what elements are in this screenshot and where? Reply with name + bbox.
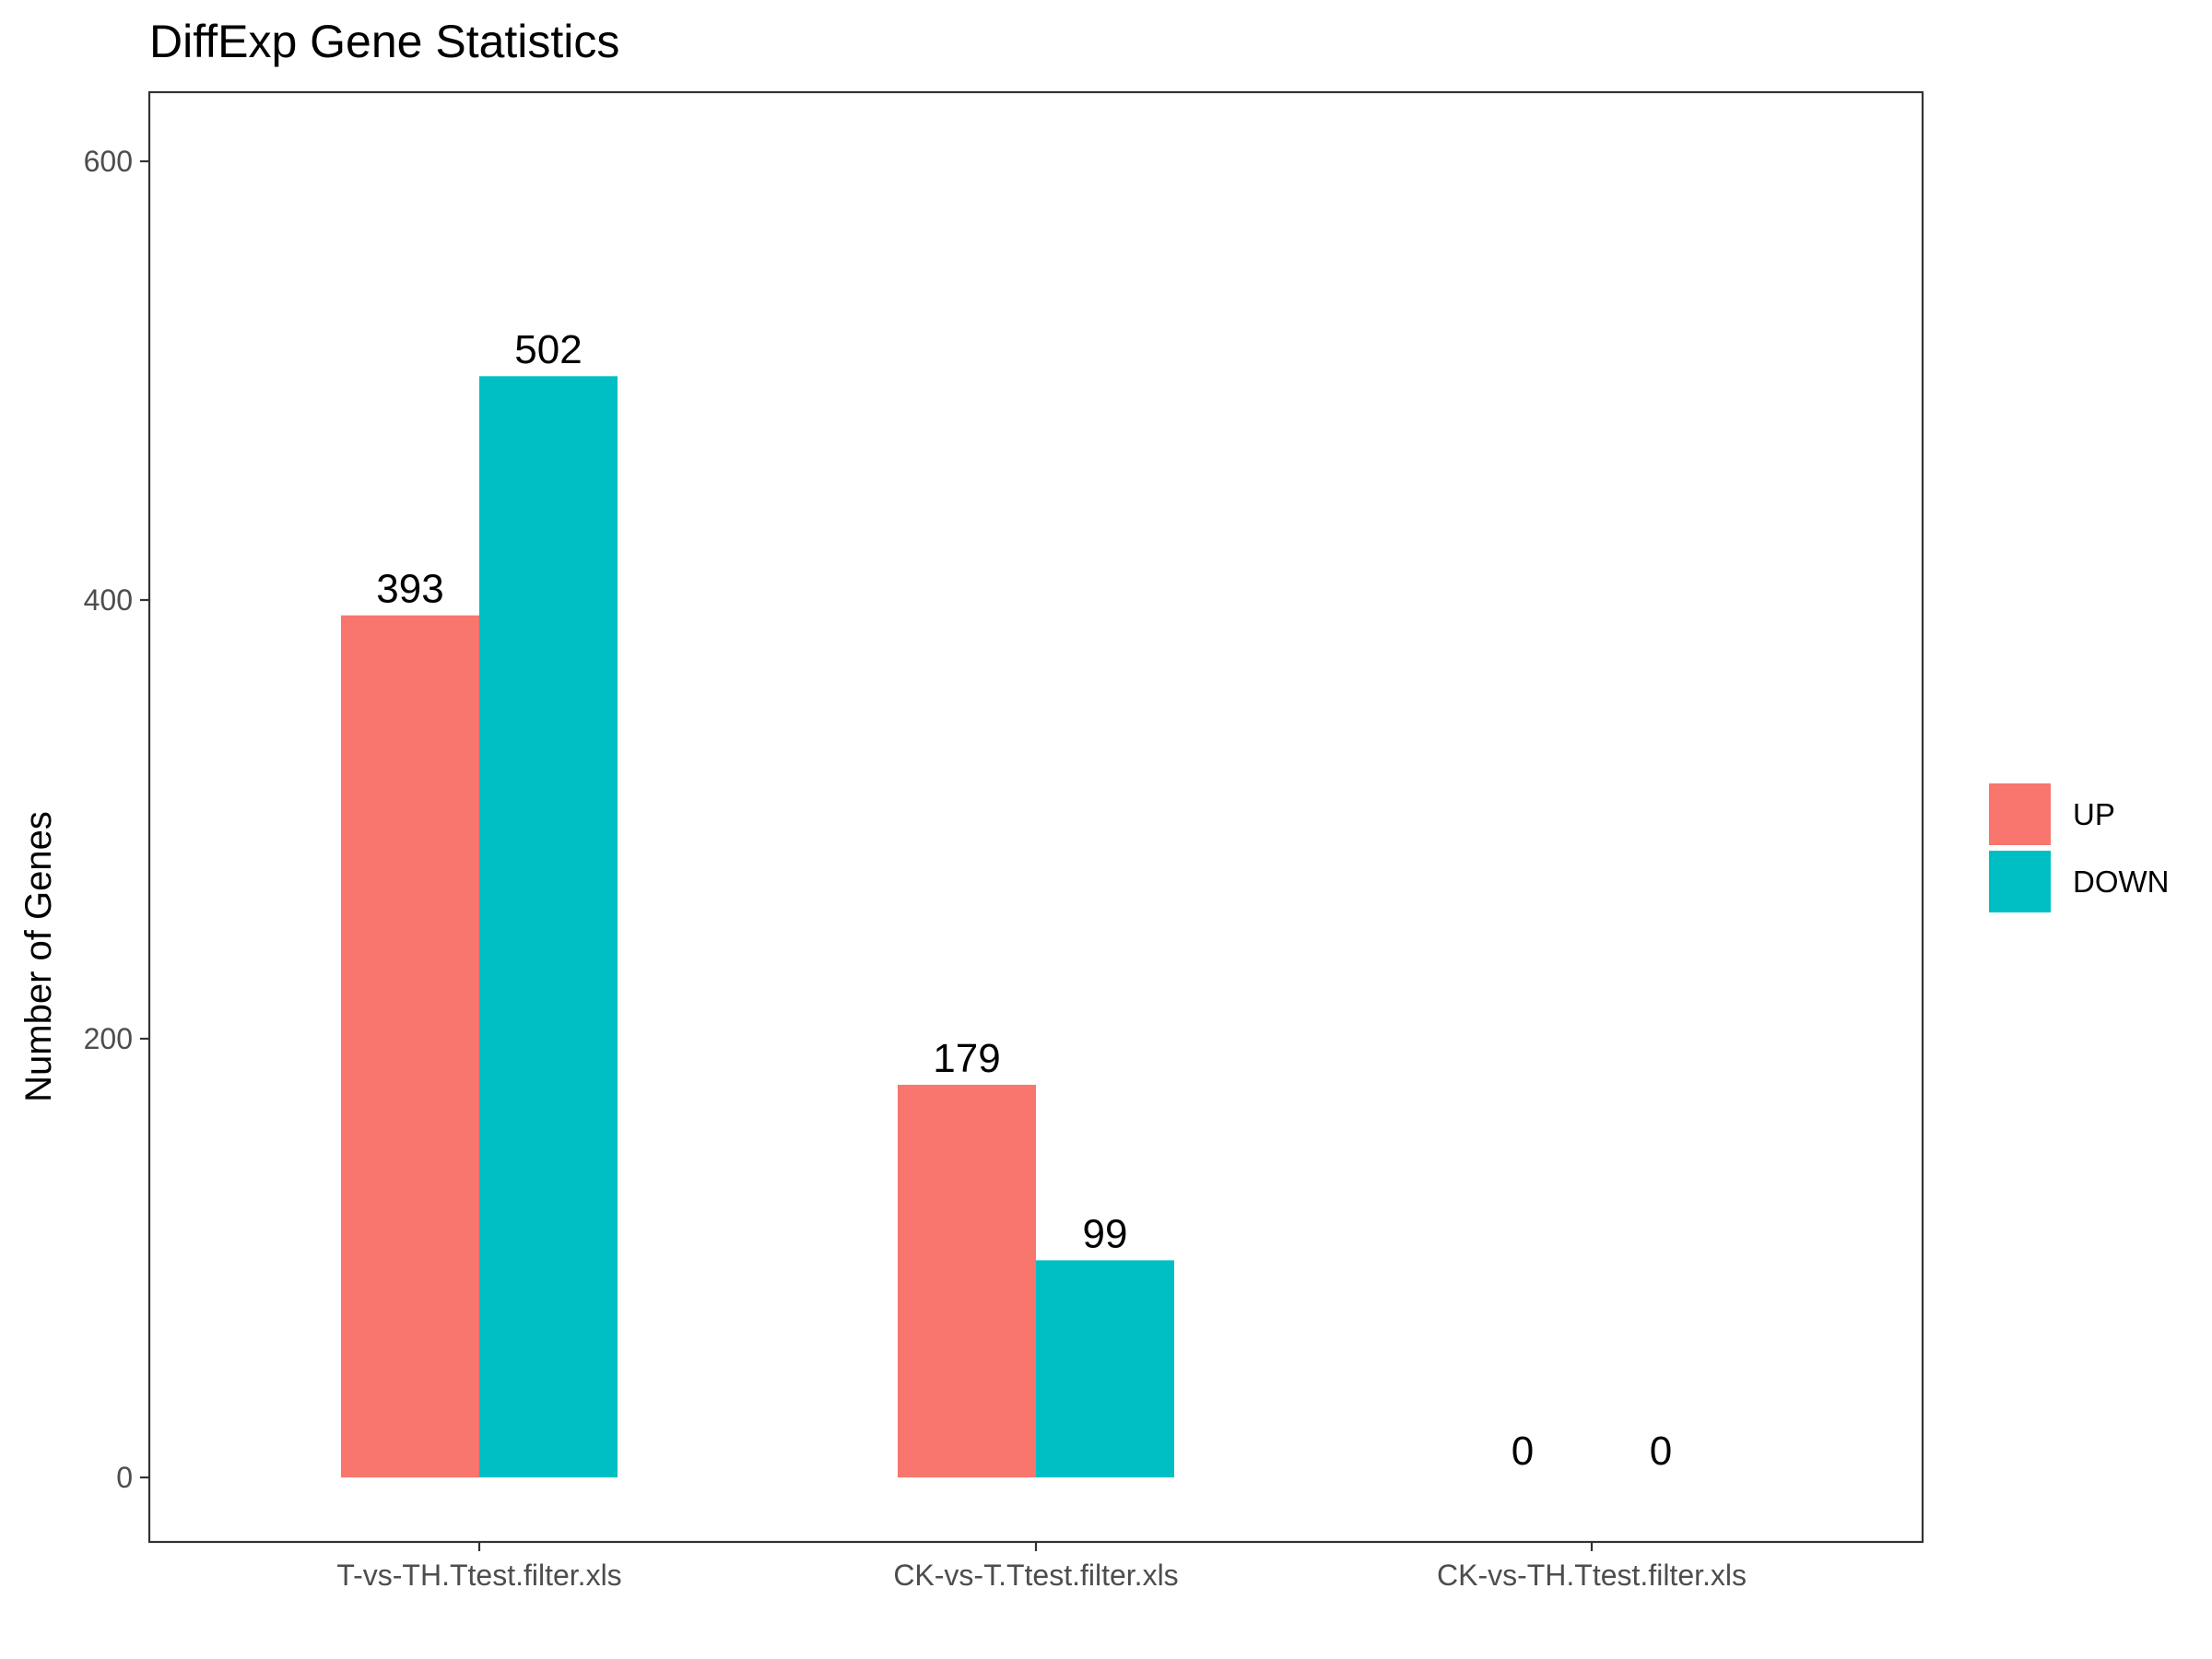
y-axis-label: Number of Genes	[18, 811, 59, 1102]
data-label-up-1: 393	[376, 567, 443, 612]
data-label-down-2: 99	[1083, 1211, 1128, 1256]
y-tick-label: 0	[116, 1461, 133, 1494]
x-tick-label: T-vs-TH.Ttest.filter.xls	[336, 1559, 621, 1592]
y-tick-label: 600	[84, 145, 133, 178]
data-labels-layer: 393 502 179 99 0 0	[376, 327, 1672, 1474]
data-label-up-3: 0	[1512, 1429, 1534, 1474]
data-label-up-2: 179	[933, 1036, 1000, 1081]
x-axis: T-vs-TH.Ttest.filter.xls CK-vs-T.Ttest.fi…	[336, 1542, 1747, 1592]
legend-label-up: UP	[2073, 797, 2115, 831]
bar-up-1	[341, 615, 479, 1477]
y-tick-label: 200	[84, 1022, 133, 1055]
data-label-down-1: 502	[514, 327, 582, 372]
bar-down-1	[479, 376, 618, 1477]
x-tick-label: CK-vs-TH.Ttest.filter.xls	[1437, 1559, 1747, 1592]
legend-key-up	[1989, 783, 2051, 845]
bar-down-2	[1036, 1260, 1174, 1477]
data-label-down-3: 0	[1650, 1429, 1672, 1474]
y-axis: 0 200 400 600	[84, 145, 149, 1494]
bars-layer	[341, 376, 1174, 1477]
legend-label-down: DOWN	[2073, 865, 2169, 899]
legend-key-down	[1989, 851, 2051, 912]
legend: UP DOWN	[1989, 783, 2169, 912]
bar-up-2	[898, 1084, 1036, 1477]
y-tick-label: 400	[84, 583, 133, 617]
x-tick-label: CK-vs-T.Ttest.filter.xls	[893, 1559, 1178, 1592]
chart-title: DiffExp Gene Statistics	[149, 16, 619, 67]
